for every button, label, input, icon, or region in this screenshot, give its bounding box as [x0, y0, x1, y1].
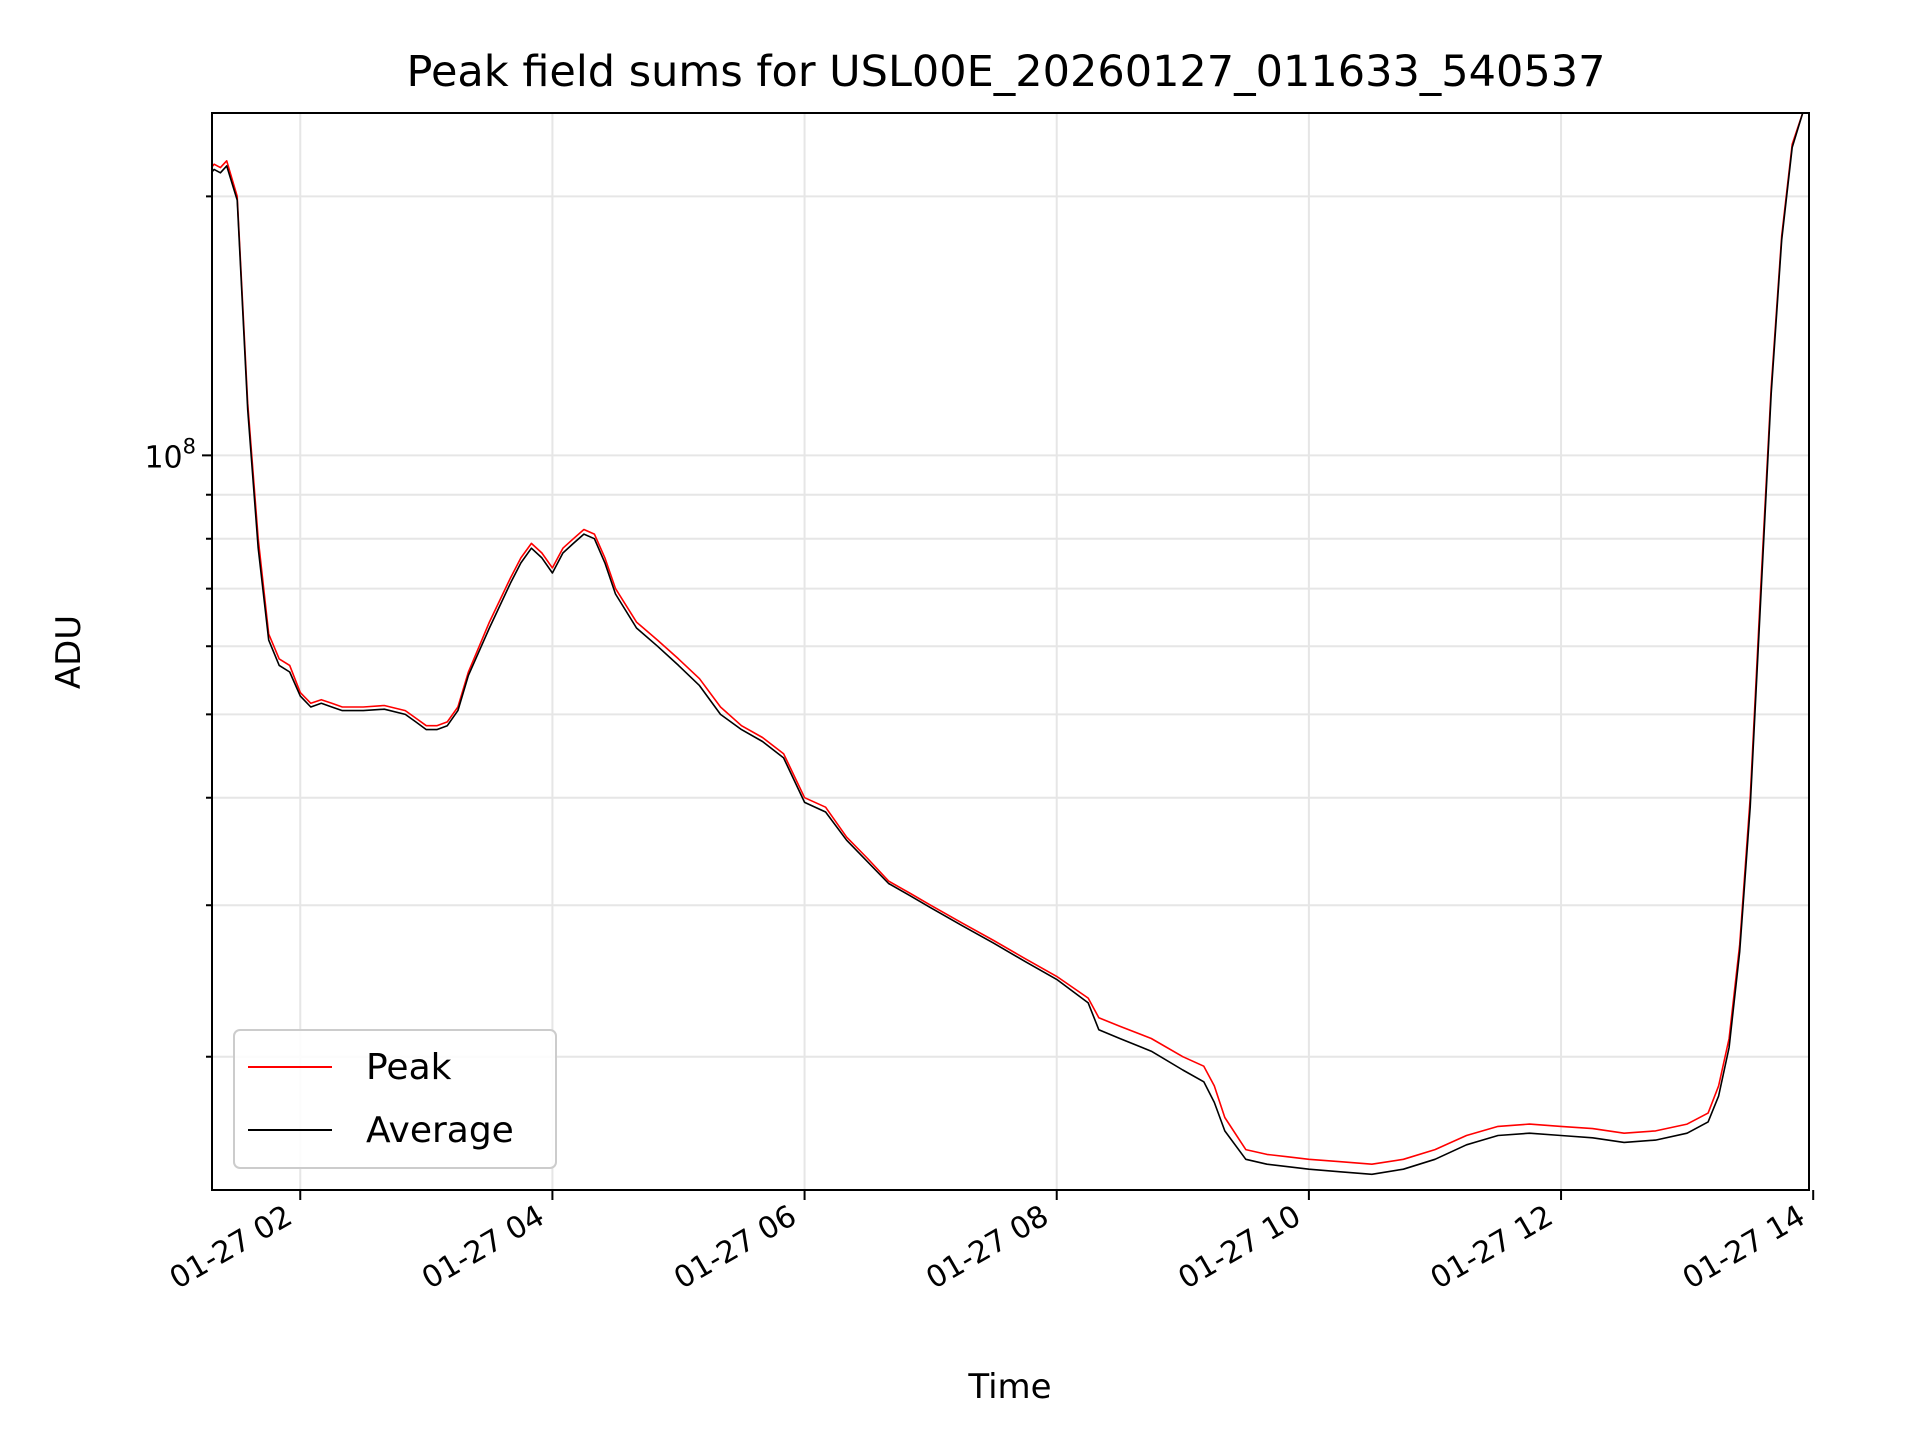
- series-line-average: [212, 113, 1804, 1176]
- legend-box: [233, 1029, 557, 1169]
- series-line-peak: [212, 113, 1804, 1165]
- plot-frame: [211, 112, 1810, 1191]
- y-axis-title: ADU: [49, 615, 89, 689]
- legend-label-average: Average: [366, 1110, 514, 1151]
- y-tick-label: 108: [144, 434, 196, 475]
- legend-label-peak: Peak: [366, 1047, 452, 1088]
- x-axis-title: Time: [967, 1367, 1051, 1407]
- legend: Peak Average: [233, 1029, 557, 1169]
- chart-title: Peak field sums for USL00E_20260127_0116…: [407, 47, 1606, 97]
- grid: [212, 113, 1809, 1190]
- y-axis: 108: [144, 195, 212, 1058]
- plot-area: [212, 113, 1804, 1176]
